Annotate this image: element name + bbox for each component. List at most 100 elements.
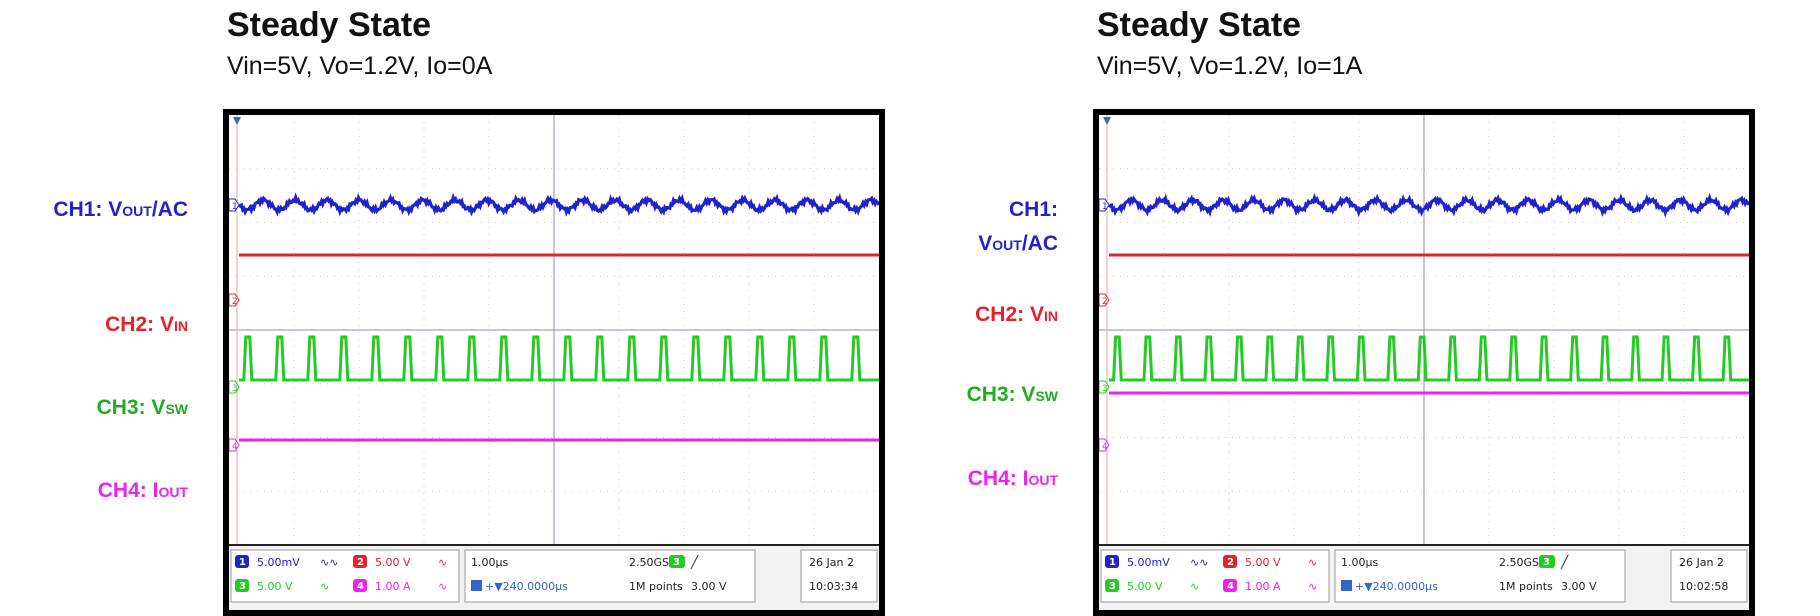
date-value: 26 Jan 2 (809, 556, 854, 569)
ch2-ground-label: 2 (1102, 297, 1108, 307)
ch1-label-sub: OUT (122, 203, 152, 219)
oscilloscope-screen: 1 2 3 4 1 5.00mV ∿∿ 2 5.00 V ∿ 3 5.00 V ∿ 4 1.00 A ∿ 1.0… (1093, 109, 1755, 616)
ch4-coupling-icon: ∿ (438, 580, 447, 593)
ch3-label: CH3: VSW (967, 378, 1058, 413)
ch3-label: CH3: VSW (97, 391, 188, 426)
ch2-coupling-icon: ∿ (438, 556, 447, 569)
graticule (1099, 115, 1749, 545)
ch2-scale: 5.00 V (1245, 556, 1281, 569)
ch4-label-sub: OUT (158, 484, 188, 500)
trigger-ch-number: 3 (1543, 557, 1550, 568)
ch1-label: CH1: VOUT/AC (978, 193, 1058, 262)
ch1-label-prefix: V (978, 232, 993, 255)
time-value: 10:02:58 (1679, 580, 1728, 593)
datetime-box (1670, 549, 1748, 603)
ch1-badge (235, 555, 249, 568)
ch4-ground-label: 4 (232, 442, 238, 452)
ch1-scale: 5.00mV (257, 556, 300, 569)
trigger-marker-icon (1103, 117, 1111, 125)
ch4-badge-number: 4 (1227, 581, 1234, 592)
ch2-ground-label: 2 (232, 297, 238, 307)
ch2-coupling-icon: ∿ (1308, 556, 1317, 569)
ch1-label: CH1: VOUT/AC (53, 193, 188, 228)
timebase-box (464, 549, 756, 603)
ch4-ground-marker: 4 (229, 438, 240, 452)
trigger-ch-badge (669, 555, 685, 568)
ch1-label-sub: OUT (992, 237, 1022, 253)
ch1-badge-number: 1 (1109, 557, 1116, 568)
timebase-value: 1.00µs (1341, 556, 1378, 569)
chart-title: Steady State (227, 6, 432, 44)
trigger-marker-icon (233, 117, 241, 125)
ch2-scale: 5.00 V (375, 556, 411, 569)
ch4-label: CH4: IOUT (968, 462, 1058, 497)
ch3-scale: 5.00 V (1127, 580, 1163, 593)
ch1-coupling-icon: ∿∿ (1190, 556, 1208, 569)
ch2-badge-number: 2 (1227, 557, 1234, 568)
ch1-label-tail: /AC (151, 198, 188, 221)
ch3-ground-label: 3 (232, 384, 238, 394)
trigger-slope-icon: ╱ (690, 554, 699, 569)
ch4-label-main: CH4: I (967, 467, 1029, 490)
timebase-value: 1.00µs (471, 556, 508, 569)
record-length-value: 1M points (1499, 580, 1553, 593)
ch4-scale: 1.00 A (375, 580, 411, 593)
trigger-level-value: 3.00 V (691, 580, 727, 593)
ch2-label-sub: IN (174, 318, 188, 334)
ch2-label: CH2: VIN (975, 298, 1058, 333)
ch2-label-sub: IN (1044, 308, 1058, 324)
ch2-ground-marker: 2 (229, 293, 240, 307)
ch3-vsw-trace (1109, 335, 1749, 382)
delay-icon (1341, 580, 1352, 591)
ch4-label: CH4: IOUT (98, 474, 188, 509)
chart-subtitle: Vin=5V, Vo=1.2V, Io=1A (1097, 52, 1363, 80)
ch3-scale: 5.00 V (257, 580, 293, 593)
ch3-label-sub: SW (165, 401, 188, 417)
ch1-scale: 5.00mV (1127, 556, 1170, 569)
ch1-ground-label: 1 (1102, 202, 1108, 212)
ch3-label-main: CH3: V (96, 396, 166, 419)
graticule (229, 115, 879, 545)
ch2-label: CH2: VIN (105, 308, 188, 343)
ch2-label-main: CH2: V (975, 303, 1044, 326)
ch1-ground-label: 1 (232, 202, 238, 212)
scope-panel-io-0a: Steady State Vin=5V, Vo=1.2V, Io=0A CH1:… (0, 0, 910, 616)
ch1-label-main: CH1: V (53, 198, 123, 221)
ch4-badge (1223, 579, 1237, 592)
ch4-badge (353, 579, 367, 592)
ch4-coupling-icon: ∿ (1308, 580, 1317, 593)
ch3-vsw-trace (239, 335, 879, 382)
trigger-slope-icon: ╱ (1560, 554, 1569, 569)
record-length-value: 1M points (629, 580, 683, 593)
ch3-coupling-icon: ∿ (320, 580, 329, 593)
channel-settings-box (1100, 549, 1330, 603)
ch1-badge (1105, 555, 1119, 568)
ch2-badge (1223, 555, 1237, 568)
ch3-ground-marker: 3 (1099, 380, 1110, 394)
ch2-badge (353, 555, 367, 568)
ch1-label-main: CH1: (1008, 198, 1058, 221)
ch1-ground-marker: 1 (1099, 198, 1110, 212)
waveform-plot: 1 2 3 4 1 5.00mV ∿∿ 2 5.00 V ∿ 3 5.00 V ∿ 4 1.00 A ∿ 1.0… (229, 115, 879, 610)
sample-rate-value: 2.50GS/s (629, 556, 679, 569)
ch1-label-tail: /AC (1021, 232, 1058, 255)
delay-icon (471, 580, 482, 591)
chart-title: Steady State (1097, 6, 1302, 44)
ch3-label-main: CH3: V (966, 383, 1036, 406)
waveform-plot: 1 2 3 4 1 5.00mV ∿∿ 2 5.00 V ∿ 3 5.00 V ∿ 4 1.00 A ∿ 1.0… (1099, 115, 1749, 610)
ch3-label-sub: SW (1035, 388, 1058, 404)
ch1-badge-number: 1 (239, 557, 246, 568)
ch1-coupling-icon: ∿∿ (320, 556, 338, 569)
oscilloscope-screen: 1 2 3 4 1 5.00mV ∿∿ 2 5.00 V ∿ 3 5.00 V ∿ 4 1.00 A ∿ 1.0… (223, 109, 885, 616)
datetime-box (800, 549, 878, 603)
ch3-coupling-icon: ∿ (1190, 580, 1199, 593)
ch3-ground-marker: 3 (229, 380, 240, 394)
delay-value: +▼240.0000µs (1355, 580, 1438, 593)
ch4-scale: 1.00 A (1245, 580, 1281, 593)
status-bar: 1 5.00mV ∿∿ 2 5.00 V ∿ 3 5.00 V ∿ 4 1.00 A ∿ 1.00µs 2… (229, 544, 879, 610)
status-bar: 1 5.00mV ∿∿ 2 5.00 V ∿ 3 5.00 V ∿ 4 1.00 A ∿ 1.00µs 2… (1099, 544, 1749, 610)
ch3-badge (1105, 579, 1119, 592)
date-value: 26 Jan 2 (1679, 556, 1724, 569)
trigger-level-value: 3.00 V (1561, 580, 1597, 593)
timebase-box (1334, 549, 1626, 603)
